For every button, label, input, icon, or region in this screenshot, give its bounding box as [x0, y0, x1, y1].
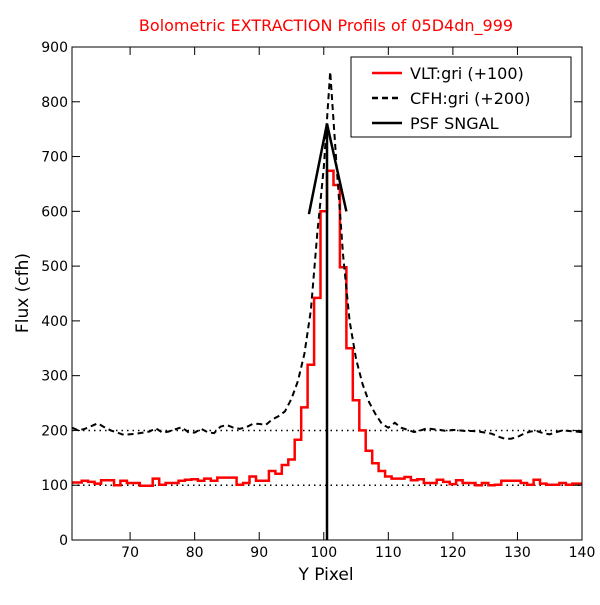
y-tick-label: 800 — [41, 95, 68, 111]
y-tick-label: 900 — [41, 40, 68, 56]
x-axis-label: Y Pixel — [297, 565, 353, 585]
series-line-2 — [72, 71, 582, 440]
y-tick-label: 200 — [41, 423, 68, 439]
y-axis-label: Flux (cfh) — [13, 253, 33, 333]
y-tick-label: 500 — [41, 259, 68, 275]
legend-label-1: VLT:gri (+100) — [410, 64, 524, 83]
y-tick-label: 300 — [41, 369, 68, 385]
series-group — [72, 71, 582, 540]
axis-ticks: 70 80 90 100 110 120 130 140 0 100 200 300 400 500 600… — [41, 40, 595, 561]
x-tick-label: 130 — [504, 545, 531, 561]
x-tick-label: 120 — [440, 545, 467, 561]
y-tick-label: 400 — [41, 314, 68, 330]
x-tick-label: 110 — [375, 545, 402, 561]
y-tick-label: 600 — [41, 204, 68, 220]
legend-label-3: PSF SNGAL — [410, 114, 499, 133]
y-tick-label: 100 — [41, 478, 68, 494]
legend: VLT:gri (+100) CFH:gri (+200) PSF SNGAL — [350, 56, 572, 138]
legend-label-2: CFH:gri (+200) — [410, 89, 531, 108]
x-tick-label: 90 — [250, 545, 268, 561]
x-tick-label: 80 — [186, 545, 204, 561]
x-tick-label: 100 — [310, 545, 337, 561]
x-tick-label: 140 — [569, 545, 596, 561]
annotations-group — [307, 123, 348, 215]
x-tick-label: 70 — [121, 545, 139, 561]
y-tick-label: 0 — [59, 533, 68, 549]
y-tick-label: 700 — [41, 150, 68, 166]
chart-title: Bolometric EXTRACTION Profils of 05D4dn_… — [139, 16, 513, 36]
arrowhead-annotation — [307, 123, 348, 215]
plot-frame — [71, 46, 583, 541]
